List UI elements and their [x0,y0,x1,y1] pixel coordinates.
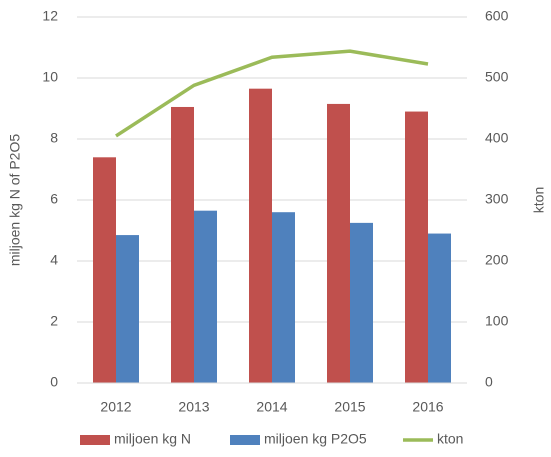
legend-label: miljoen kg N [114,431,191,447]
x-tick-label: 2016 [412,399,443,415]
y2-tick-label: 600 [485,8,509,24]
bar [194,210,217,383]
bar [249,88,272,384]
y-tick-label: 12 [42,8,58,24]
x-tick-label: 2014 [256,399,287,415]
legend-swatch [80,435,110,445]
y2-tick-label: 300 [485,191,509,207]
legend-label: kton [437,431,463,447]
bar [428,233,451,383]
legend-swatch [230,435,260,445]
bar [350,222,373,383]
y2-tick-label: 200 [485,252,509,268]
y2-tick-label: 100 [485,313,509,329]
bar [171,106,194,383]
x-tick-label: 2013 [178,399,209,415]
legend-label: miljoen kg P2O5 [264,431,367,447]
y-tick-label: 8 [50,130,58,146]
x-tick-label: 2015 [334,399,365,415]
y-tick-label: 4 [50,252,58,268]
bar [405,111,428,384]
y2-tick-label: 400 [485,130,509,146]
y-tick-label: 10 [42,69,58,85]
y-tick-label: 2 [50,313,58,329]
bar [327,103,350,384]
line [115,49,429,138]
bar [116,235,139,383]
bar [272,212,295,383]
y-tick-label: 6 [50,191,58,207]
y-axis-label: miljoen kg N of P2O5 [7,134,23,266]
y2-axis-label: kton [531,187,547,213]
y2-tick-label: 500 [485,69,509,85]
y-tick-label: 0 [50,374,58,390]
y2-tick-label: 0 [485,374,493,390]
bar [93,157,116,383]
x-tick-label: 2012 [100,399,131,415]
